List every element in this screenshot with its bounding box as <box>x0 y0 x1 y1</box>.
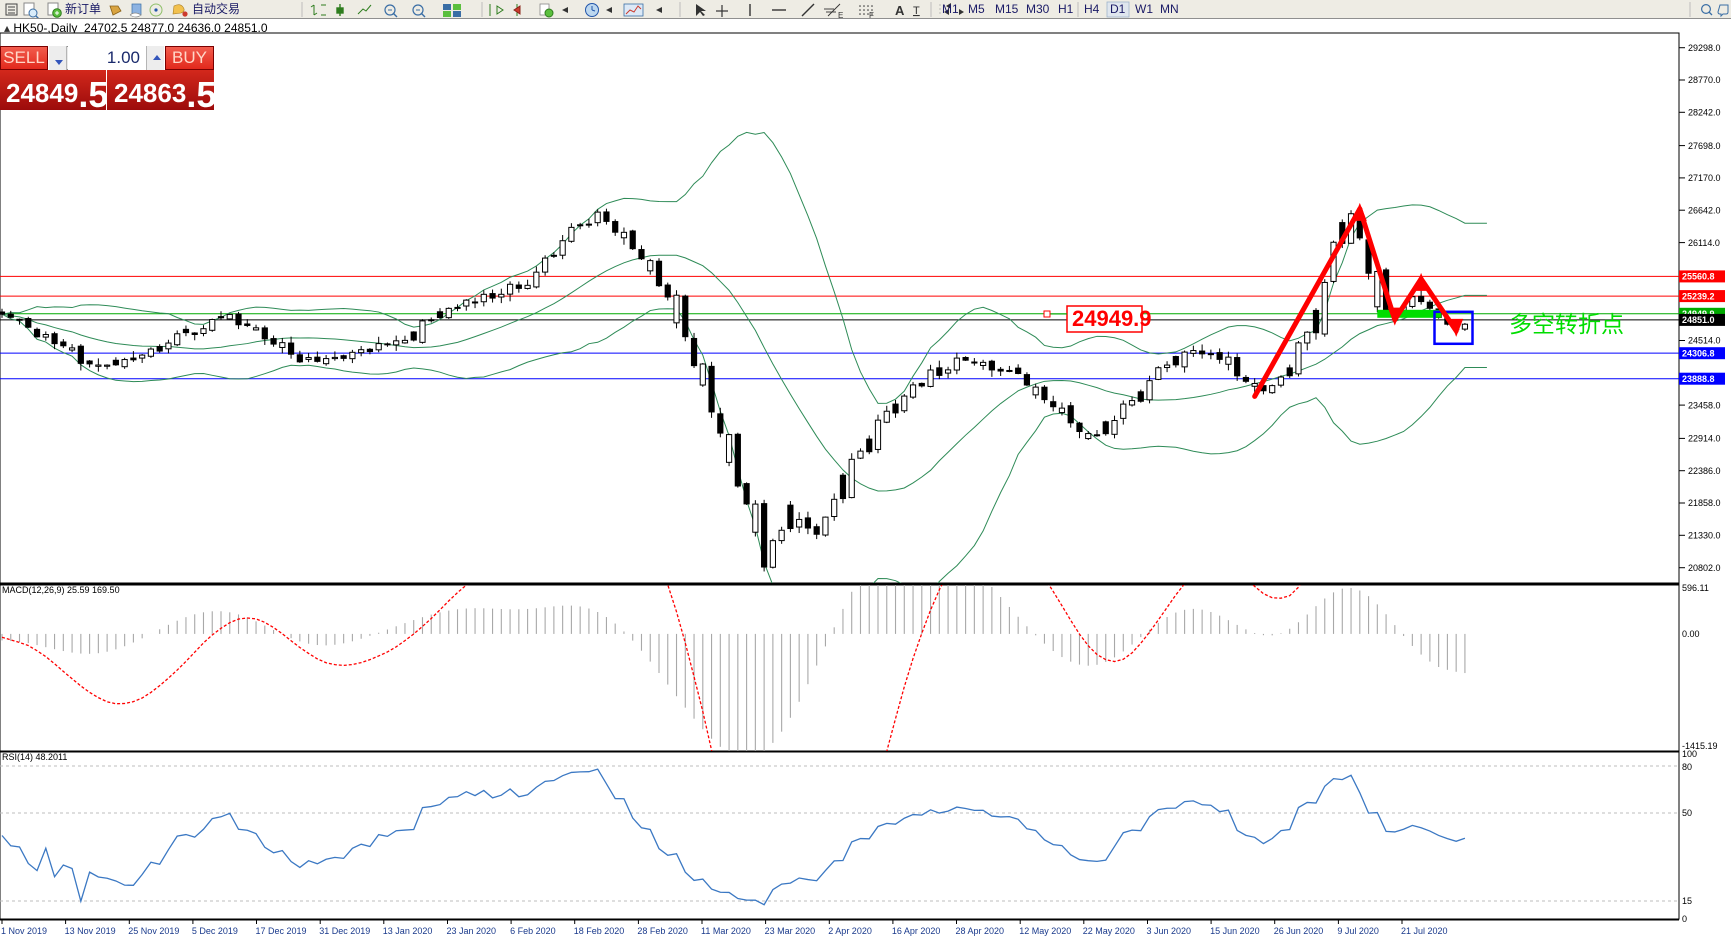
svg-text:80: 80 <box>1682 762 1692 772</box>
svg-text:28242.0: 28242.0 <box>1688 108 1721 118</box>
svg-text:100: 100 <box>1682 749 1697 759</box>
svg-text:25560.8: 25560.8 <box>1682 272 1715 282</box>
svg-text:24514.0: 24514.0 <box>1688 336 1721 346</box>
svg-text:15: 15 <box>1682 896 1692 906</box>
svg-text:21858.0: 21858.0 <box>1688 498 1721 508</box>
svg-text:18 Feb 2020: 18 Feb 2020 <box>574 926 625 936</box>
svg-text:15 Jun 2020: 15 Jun 2020 <box>1210 926 1260 936</box>
svg-text:16 Apr 2020: 16 Apr 2020 <box>892 926 941 936</box>
svg-text:28 Feb 2020: 28 Feb 2020 <box>637 926 688 936</box>
svg-text:6 Feb 2020: 6 Feb 2020 <box>510 926 556 936</box>
svg-text:RSI(14) 48.2011: RSI(14) 48.2011 <box>2 752 67 762</box>
svg-text:22386.0: 22386.0 <box>1688 466 1721 476</box>
svg-text:11 Mar 2020: 11 Mar 2020 <box>701 926 751 936</box>
svg-text:MACD(12,26,9) 25.59 169.50: MACD(12,26,9) 25.59 169.50 <box>2 585 120 595</box>
svg-text:21 Jul 2020: 21 Jul 2020 <box>1401 926 1448 936</box>
svg-text:13 Nov 2019: 13 Nov 2019 <box>65 926 116 936</box>
svg-text:多空转折点: 多空转折点 <box>1509 311 1624 337</box>
svg-text:27170.0: 27170.0 <box>1688 173 1721 183</box>
svg-text:23888.8: 23888.8 <box>1682 374 1715 384</box>
svg-text:25239.2: 25239.2 <box>1682 291 1715 301</box>
svg-text:23458.0: 23458.0 <box>1688 400 1721 410</box>
svg-text:28770.0: 28770.0 <box>1688 75 1721 85</box>
svg-text:24851.0: 24851.0 <box>1682 315 1715 325</box>
svg-text:22 May 2020: 22 May 2020 <box>1083 926 1135 936</box>
svg-text:26642.0: 26642.0 <box>1688 205 1721 215</box>
svg-text:3 Jun 2020: 3 Jun 2020 <box>1147 926 1192 936</box>
svg-text:0.00: 0.00 <box>1682 629 1700 639</box>
svg-text:596.11: 596.11 <box>1682 583 1709 593</box>
svg-text:17 Dec 2019: 17 Dec 2019 <box>256 926 307 936</box>
svg-text:24949.9: 24949.9 <box>1072 306 1152 331</box>
svg-text:28 Apr 2020: 28 Apr 2020 <box>956 926 1005 936</box>
svg-text:23 Jan 2020: 23 Jan 2020 <box>447 926 497 936</box>
svg-text:12 May 2020: 12 May 2020 <box>1019 926 1071 936</box>
svg-text:27698.0: 27698.0 <box>1688 141 1721 151</box>
svg-text:0: 0 <box>1682 914 1687 924</box>
svg-text:22914.0: 22914.0 <box>1688 434 1721 444</box>
svg-text:20802.0: 20802.0 <box>1688 563 1721 573</box>
svg-text:31 Dec 2019: 31 Dec 2019 <box>319 926 370 936</box>
svg-text:23 Mar 2020: 23 Mar 2020 <box>765 926 816 936</box>
svg-text:9 Jul 2020: 9 Jul 2020 <box>1337 926 1379 936</box>
svg-text:25 Nov 2019: 25 Nov 2019 <box>128 926 179 936</box>
svg-text:1 Nov 2019: 1 Nov 2019 <box>1 926 47 936</box>
svg-text:2 Apr 2020: 2 Apr 2020 <box>828 926 872 936</box>
svg-text:26 Jun 2020: 26 Jun 2020 <box>1274 926 1324 936</box>
svg-text:26114.0: 26114.0 <box>1688 238 1720 248</box>
svg-text:29298.0: 29298.0 <box>1688 43 1721 53</box>
svg-text:13 Jan 2020: 13 Jan 2020 <box>383 926 433 936</box>
svg-text:5 Dec 2019: 5 Dec 2019 <box>192 926 238 936</box>
svg-text:21330.0: 21330.0 <box>1688 531 1721 541</box>
svg-text:50: 50 <box>1682 808 1692 818</box>
svg-text:24306.8: 24306.8 <box>1682 348 1715 358</box>
